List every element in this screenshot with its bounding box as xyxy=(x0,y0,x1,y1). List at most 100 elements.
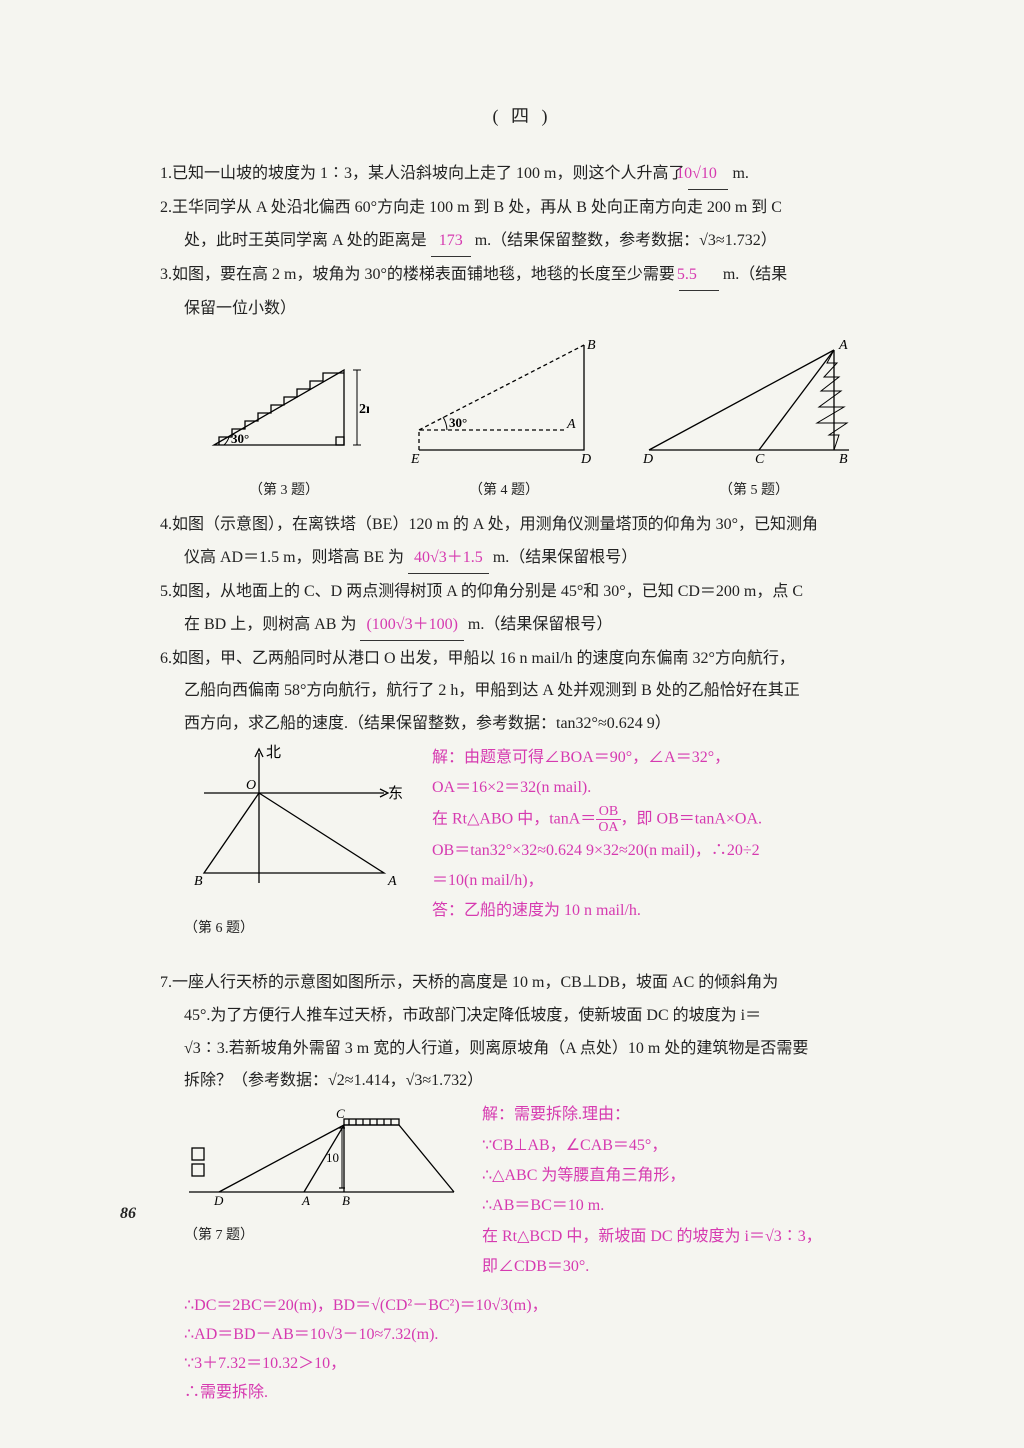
frac-den: OA xyxy=(596,820,620,835)
p6-num: 6. xyxy=(160,650,172,667)
problem-1: 1.已知一山坡的坡度为 1∶3，某人沿斜坡向上走了 100 m，则这个人升高了 … xyxy=(160,160,884,190)
svg-text:10: 10 xyxy=(326,1150,339,1165)
fig4-caption: （第 4 题） xyxy=(399,478,609,503)
p6-sol6: 答：乙船的速度为 10 n mail/h. xyxy=(432,896,884,926)
p6-figure-solution: 北 东 O B A （第 6 题） 解：由题意可得∠BOA＝90°，∠A＝32°… xyxy=(160,743,884,941)
svg-text:A: A xyxy=(838,338,848,353)
p3-cont: 保留一位小数） xyxy=(160,295,884,324)
p7-sr1: 解：需要拆除.理由： xyxy=(482,1100,884,1130)
p6-l3: 西方向，求乙船的速度.（结果保留整数，参考数据：tan32°≈0.624 9） xyxy=(160,710,884,739)
p7-sr5: 在 Rt△BCD 中，新坡面 DC 的坡度为 i＝√3∶3， xyxy=(482,1222,884,1252)
figure-4: B A E D 30° （第 4 题） xyxy=(399,335,609,503)
fig6-caption: （第 6 题） xyxy=(184,916,414,941)
problem-3: 3.如图，要在高 2 m，坡角为 30°的楼梯表面铺地毯，地毯的长度至少需要 5… xyxy=(160,261,884,291)
p7-num: 7. xyxy=(160,974,172,991)
svg-text:C: C xyxy=(755,452,765,465)
p2-answer: 173 xyxy=(431,227,471,257)
p2-num: 2. xyxy=(160,199,172,216)
figure-5: D C B A （第 5 题） xyxy=(639,335,869,503)
svg-text:A: A xyxy=(566,417,576,432)
p3-line1b: m.（结果 xyxy=(719,266,787,283)
p7-sb4: ∴需要拆除. xyxy=(184,1379,884,1408)
p7-sb3: ∵3＋7.32＝10.32＞10， xyxy=(184,1350,884,1379)
svg-text:B: B xyxy=(587,338,596,353)
figures-row-1: 2m 30° （第 3 题） B A E D 30° （第 4 题） xyxy=(160,335,884,503)
p7-line1: 一座人行天桥的示意图如图所示，天桥的高度是 10 m，CB⊥DB，坡面 AC 的… xyxy=(172,974,778,991)
p4-num: 4. xyxy=(160,516,172,533)
p7-l2: 45°.为了方便行人推车过天桥，市政部门决定降低坡度，使新坡面 DC 的坡度为 … xyxy=(160,1002,884,1031)
p7-sr4: ∴AB＝BC＝10 m. xyxy=(482,1191,884,1221)
svg-text:C: C xyxy=(336,1106,345,1121)
p2-line2b: m.（结果保留整数，参考数据：√3≈1.732） xyxy=(471,232,777,249)
p5-num: 5. xyxy=(160,583,172,600)
p7-figure-solution: D A B C 10 （第 7 题） 解：需要拆除.理由： ∵CB⊥AB，∠CA… xyxy=(160,1100,884,1282)
p6-sol3b: ，即 OB＝tanA×OA. xyxy=(621,810,762,827)
svg-text:B: B xyxy=(342,1193,350,1208)
p5-line2b: m.（结果保留根号） xyxy=(464,616,612,633)
page: ( 四 ) 1.已知一山坡的坡度为 1∶3，某人沿斜坡向上走了 100 m，则这… xyxy=(0,0,1024,1448)
stairs-diagram: 2m 30° xyxy=(199,345,369,465)
p7-sr6: 即∠CDB＝30°. xyxy=(482,1252,884,1282)
p6-sol1: 解：由题意可得∠BOA＝90°，∠A＝32°， xyxy=(432,743,884,773)
svg-text:D: D xyxy=(580,452,591,465)
p5-line2a: 在 BD 上，则树高 AB 为 xyxy=(184,616,356,633)
p3-line2: 保留一位小数） xyxy=(184,300,296,317)
p6-line1: 如图，甲、乙两船同时从港口 O 出发，甲船以 16 n mail/h 的速度向东… xyxy=(172,650,795,667)
problem-4: 4.如图（示意图），在离铁塔（BE）120 m 的 A 处，用测角仪测量塔顶的仰… xyxy=(160,511,884,540)
p6-sol3a: 在 Rt△ABO 中，tanA＝ xyxy=(432,810,596,827)
svg-text:30°: 30° xyxy=(449,415,467,430)
p7-sr2: ∵CB⊥AB，∠CAB＝45°， xyxy=(482,1131,884,1161)
problem-2: 2.王华同学从 A 处沿北偏西 60°方向走 100 m 到 B 处，再从 B … xyxy=(160,194,884,223)
svg-text:D: D xyxy=(642,452,653,465)
svg-text:E: E xyxy=(410,452,420,465)
fraction-ob-oa: OBOA xyxy=(596,804,620,836)
p1-text-a: 已知一山坡的坡度为 1∶3，某人沿斜坡向上走了 100 m，则这个人升高了 xyxy=(172,165,684,182)
svg-text:A: A xyxy=(301,1193,310,1208)
p7-solution-right: 解：需要拆除.理由： ∵CB⊥AB，∠CAB＝45°， ∴△ABC 为等腰直角三… xyxy=(482,1100,884,1282)
tree-diagram: D C B A xyxy=(639,335,869,465)
p7-solution-bottom: ∴DC＝2BC＝20(m)，BD＝√(CD²－BC²)＝10√3(m)， ∴AD… xyxy=(160,1292,884,1407)
problem-6: 6.如图，甲、乙两船同时从港口 O 出发，甲船以 16 n mail/h 的速度… xyxy=(160,645,884,674)
svg-text:30°: 30° xyxy=(231,431,249,446)
p7-sr3: ∴△ABC 为等腰直角三角形， xyxy=(482,1161,884,1191)
section-title: ( 四 ) xyxy=(160,100,884,132)
figure-3: 2m 30° （第 3 题） xyxy=(199,345,369,503)
tower-diagram: B A E D 30° xyxy=(399,335,609,465)
p1-num: 1. xyxy=(160,165,172,182)
fig7-caption: （第 7 题） xyxy=(184,1223,464,1248)
figure-7: D A B C 10 （第 7 题） xyxy=(184,1100,464,1282)
problem-5: 5.如图，从地面上的 C、D 两点测得树顶 A 的仰角分别是 45°和 30°，… xyxy=(160,578,884,607)
p6-sol5: ＝10(n mail/h)， xyxy=(432,866,884,896)
page-number: 86 xyxy=(120,1200,136,1229)
p7-sb2: ∴AD＝BD－AB＝10√3－10≈7.32(m). xyxy=(184,1321,884,1350)
p5-line1: 如图，从地面上的 C、D 两点测得树顶 A 的仰角分别是 45°和 30°，已知… xyxy=(172,583,803,600)
p1-text-b: m. xyxy=(728,165,748,182)
p7-l4: 拆除？（参考数据：√2≈1.414，√3≈1.732） xyxy=(160,1067,884,1096)
p6-l2: 乙船向西偏南 58°方向航行，航行了 2 h，甲船到达 A 处并观测到 B 处的… xyxy=(160,677,884,706)
svg-text:O: O xyxy=(246,778,256,793)
p4-line2a: 仪高 AD＝1.5 m，则塔高 BE 为 xyxy=(184,549,404,566)
p7-sb1: ∴DC＝2BC＝20(m)，BD＝√(CD²－BC²)＝10√3(m)， xyxy=(184,1292,884,1321)
svg-text:2m: 2m xyxy=(359,402,369,417)
p4-line2b: m.（结果保留根号） xyxy=(489,549,637,566)
fig3-caption: （第 3 题） xyxy=(199,478,369,503)
p5-cont: 在 BD 上，则树高 AB 为 (100√3＋100) m.（结果保留根号） xyxy=(160,611,884,641)
p2-line2a: 处，此时王英同学离 A 处的距离是 xyxy=(184,232,427,249)
overpass-diagram: D A B C 10 xyxy=(184,1100,464,1210)
p2-line1: 王华同学从 A 处沿北偏西 60°方向走 100 m 到 B 处，再从 B 处向… xyxy=(172,199,782,216)
svg-text:D: D xyxy=(213,1193,224,1208)
p1-answer: 10√10 xyxy=(688,160,728,190)
north-label: 北 xyxy=(266,744,281,761)
problem-7: 7.一座人行天桥的示意图如图所示，天桥的高度是 10 m，CB⊥DB，坡面 AC… xyxy=(160,969,884,998)
svg-text:B: B xyxy=(839,452,848,465)
p4-cont: 仪高 AD＝1.5 m，则塔高 BE 为 40√3＋1.5 m.（结果保留根号） xyxy=(160,544,884,574)
svg-text:B: B xyxy=(194,874,203,889)
frac-num: OB xyxy=(596,804,620,820)
p3-answer: 5.5 xyxy=(679,261,719,291)
p4-line1: 如图（示意图），在离铁塔（BE）120 m 的 A 处，用测角仪测量塔顶的仰角为… xyxy=(172,516,818,533)
p6-sol3: 在 Rt△ABO 中，tanA＝OBOA，即 OB＝tanA×OA. xyxy=(432,804,884,836)
fig5-caption: （第 5 题） xyxy=(639,478,869,503)
svg-text:A: A xyxy=(387,874,397,889)
p4-answer: 40√3＋1.5 xyxy=(408,544,489,574)
east-label: 东 xyxy=(388,785,403,802)
